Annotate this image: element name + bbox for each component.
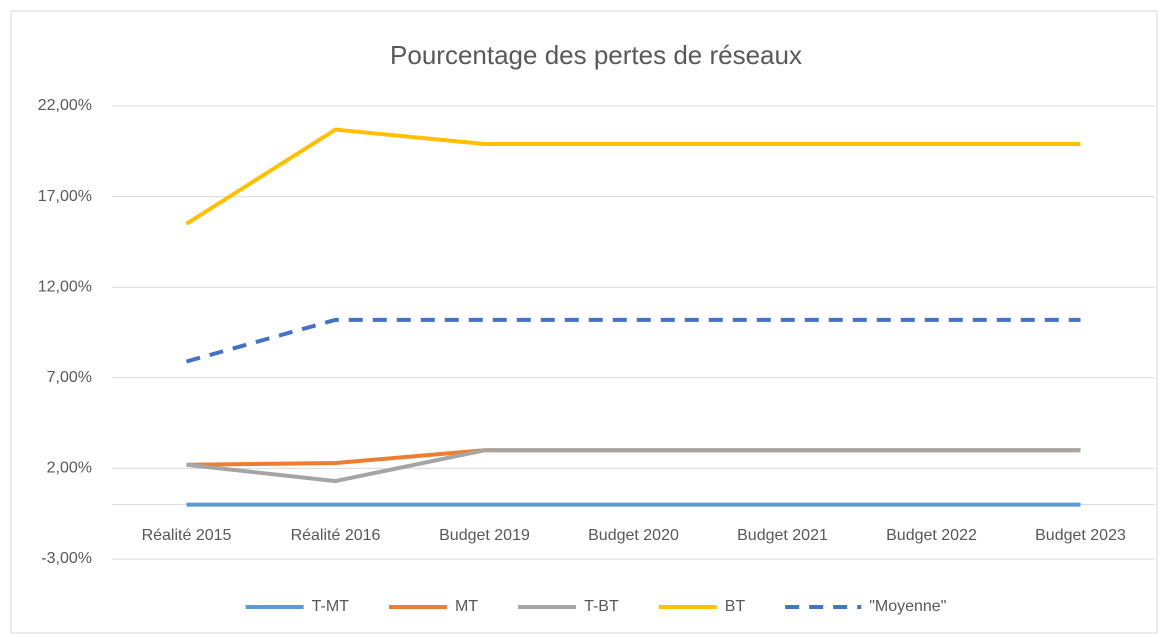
chart-title: Pourcentage des pertes de réseaux <box>390 40 802 70</box>
legend-label: BT <box>725 598 746 615</box>
y-tick-label: 2,00% <box>47 460 92 477</box>
legend-label: T-MT <box>312 598 350 615</box>
legend-label: MT <box>455 598 478 615</box>
legend-label: T-BT <box>584 598 619 615</box>
x-tick-label: Réalité 2015 <box>142 527 232 544</box>
y-tick-label: -3,00% <box>41 550 92 567</box>
x-tick-label: Budget 2020 <box>588 527 679 544</box>
legend-label: "Moyenne" <box>869 598 946 615</box>
x-tick-label: Réalité 2016 <box>291 527 381 544</box>
chart-frame <box>10 10 1158 634</box>
y-tick-label: 17,00% <box>38 188 92 205</box>
x-tick-label: Budget 2021 <box>737 527 828 544</box>
series-line <box>185 317 1081 364</box>
x-tick-label: Budget 2023 <box>1035 527 1126 544</box>
y-tick-label: 12,00% <box>38 278 92 295</box>
y-tick-label: 7,00% <box>47 369 92 386</box>
x-tick-label: Budget 2019 <box>439 527 530 544</box>
series-line <box>185 127 1081 226</box>
series-line <box>186 448 1081 484</box>
x-tick-label: Budget 2022 <box>886 527 977 544</box>
y-tick-label: 22,00% <box>38 97 92 114</box>
